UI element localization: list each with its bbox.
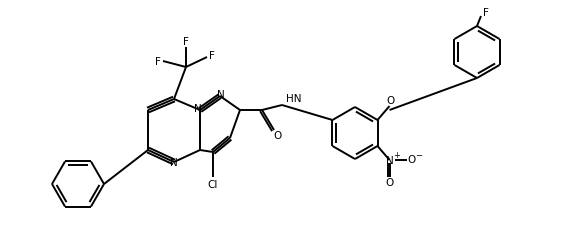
Text: −: − [415, 152, 422, 160]
Text: Cl: Cl [208, 180, 218, 190]
Text: N: N [386, 156, 393, 166]
Text: F: F [155, 57, 161, 67]
Text: F: F [483, 8, 489, 18]
Text: N: N [194, 104, 202, 114]
Text: N: N [217, 90, 225, 100]
Text: O: O [407, 155, 415, 165]
Text: F: F [209, 51, 215, 61]
Text: N: N [170, 158, 178, 168]
Text: O: O [386, 178, 394, 188]
Text: +: + [393, 152, 400, 160]
Text: HN: HN [286, 94, 302, 104]
Text: O: O [273, 131, 281, 141]
Text: O: O [386, 96, 394, 106]
Text: F: F [183, 37, 189, 47]
